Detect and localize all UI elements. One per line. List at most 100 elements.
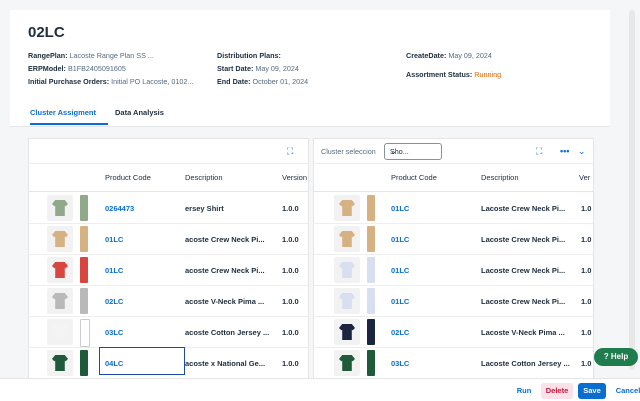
version-cell: 1.0.0 (282, 235, 299, 244)
footer-toolbar: Run Delete Save Cancel (0, 378, 640, 401)
version-cell: 1.0 (581, 235, 592, 244)
product-code-link[interactable]: 01LC (391, 266, 410, 275)
table-row[interactable]: 02LC acoste V-Neck Pima ... 1.0.0 (29, 285, 308, 317)
color-swatch (367, 195, 375, 221)
product-code-link[interactable]: 02LC (105, 297, 124, 306)
product-code-link[interactable]: 01LC (105, 266, 124, 275)
version-cell: 1.0 (581, 297, 592, 306)
tab-bar: Cluster Assigment Data Analysis (10, 100, 610, 127)
col-description[interactable]: Description (481, 173, 519, 182)
table-row[interactable]: 03LC acoste Cotton Jersey ... 1.0.0 (29, 316, 308, 348)
table-row[interactable]: 04LC acoste x National Ge... 1.0.0 (29, 347, 308, 379)
color-swatch (80, 226, 88, 252)
color-swatch (367, 226, 375, 252)
col-product-code[interactable]: Product Code (391, 173, 437, 182)
tab-cluster-assigment[interactable]: Cluster Assigment (30, 108, 96, 117)
version-cell: 1.0 (581, 328, 592, 337)
run-button[interactable]: Run (516, 386, 532, 395)
col-description[interactable]: Description (185, 173, 223, 182)
product-image (334, 195, 360, 221)
help-button[interactable]: ? Help (594, 348, 638, 366)
table-row[interactable]: 01LC acoste Crew Neck Pi... 1.0.0 (29, 254, 308, 286)
selected-cell-outline (99, 347, 185, 375)
range-plan-label: RangePlan: (28, 51, 68, 60)
product-code-link[interactable]: 04LC (105, 359, 124, 368)
shirt-icon (52, 200, 68, 216)
cancel-button[interactable]: Cancel (615, 386, 640, 395)
erp-model-value: B1FB2405091605 (67, 64, 126, 73)
table-row[interactable]: 03LC Lacoste Cotton Jersey ... 1.0 (314, 347, 593, 379)
product-code-link[interactable]: 01LC (391, 235, 410, 244)
distribution-plans-field: Distribution Plans: (217, 51, 281, 60)
product-code-link[interactable]: 0264473 (105, 204, 135, 213)
cluster-select-value: Sho... (390, 147, 409, 156)
product-image (47, 350, 73, 376)
product-image (334, 288, 360, 314)
table-row[interactable]: 01LC Lacoste Crew Neck Pi... 1.0 (314, 192, 593, 224)
end-date-value: October 01, 2024 (252, 77, 309, 86)
ipo-value: Initial PO Lacoste, 0102... (111, 77, 194, 86)
color-swatch (367, 319, 375, 345)
fullscreen-icon[interactable]: ⛶ (287, 146, 294, 156)
description-cell: Lacoste Crew Neck Pi... (481, 235, 566, 244)
version-cell: 1.0 (581, 359, 592, 368)
header-divider (29, 191, 308, 192)
table-row[interactable]: 01LC Lacoste Crew Neck Pi... 1.0 (314, 285, 593, 317)
delete-button[interactable]: Delete (541, 383, 573, 399)
cluster-select[interactable]: Sho... ⌄ (384, 143, 442, 160)
version-cell: 1.0.0 (282, 328, 299, 337)
ipo-field: Initial Purchase Orders: Initial PO Laco… (28, 77, 193, 86)
table-row[interactable]: 01LC Lacoste Crew Neck Pi... 1.0 (314, 254, 593, 286)
help-icon: ? (603, 352, 609, 361)
description-cell: Lacoste V-Neck Pima ... (481, 328, 565, 337)
description-cell: acoste Crew Neck Pi... (185, 235, 265, 244)
page-title: 02LC (28, 24, 65, 41)
tab-data-analysis[interactable]: Data Analysis (115, 108, 164, 117)
table-row[interactable]: 01LC Lacoste Crew Neck Pi... 1.0 (314, 223, 593, 255)
description-cell: Lacoste Crew Neck Pi... (481, 266, 566, 275)
object-header: 02LC RangePlan: Lacoste Range Plan SS ..… (10, 10, 610, 101)
shirt-icon (52, 293, 68, 309)
shirt-icon (52, 324, 68, 340)
chevron-down-icon[interactable]: ⌄ (578, 146, 586, 156)
table-row[interactable]: 02LC Lacoste V-Neck Pima ... 1.0 (314, 316, 593, 348)
fullscreen-icon[interactable]: ⛶ (536, 146, 543, 156)
table-row[interactable]: 01LC acoste Crew Neck Pi... 1.0.0 (29, 223, 308, 255)
more-icon[interactable]: ••• (560, 146, 570, 156)
cluster-table-panel: ⛶ Product Code Description Version 02644… (28, 138, 309, 380)
product-code-link[interactable]: 03LC (391, 359, 410, 368)
create-date-field: CreateDate: May 09, 2024 (406, 51, 492, 60)
col-version[interactable]: Ver (579, 173, 591, 182)
shirt-icon (339, 355, 355, 371)
save-button[interactable]: Save (578, 383, 606, 399)
description-cell: acoste Crew Neck Pi... (185, 266, 265, 275)
product-code-link[interactable]: 02LC (391, 328, 410, 337)
product-code-link[interactable]: 01LC (391, 204, 410, 213)
product-image (334, 257, 360, 283)
col-version[interactable]: Version (282, 173, 308, 182)
create-date-label: CreateDate: (406, 51, 447, 60)
start-date-value: May 09, 2024 (255, 64, 299, 73)
product-code-link[interactable]: 01LC (105, 235, 124, 244)
product-code-link[interactable]: 03LC (105, 328, 124, 337)
product-image (47, 226, 73, 252)
color-swatch (367, 350, 375, 376)
color-swatch (367, 257, 375, 283)
page-scrollbar[interactable] (629, 10, 635, 370)
product-image (47, 319, 73, 345)
table-row[interactable]: 0264473 ersey Shirt 1.0.0 (29, 192, 308, 224)
description-cell: Lacoste Crew Neck Pi... (481, 204, 566, 213)
product-image (334, 350, 360, 376)
version-cell: 1.0.0 (282, 359, 299, 368)
color-swatch (80, 319, 90, 347)
range-plan-field: RangePlan: Lacoste Range Plan SS ... (28, 51, 154, 60)
col-product-code[interactable]: Product Code (105, 173, 151, 182)
product-code-link[interactable]: 01LC (391, 297, 410, 306)
assortment-status-field: Assortment Status: Running (406, 70, 501, 79)
color-swatch (80, 195, 88, 221)
version-cell: 1.0.0 (282, 204, 299, 213)
end-date-label: End Date: (217, 77, 251, 86)
product-image (47, 257, 73, 283)
description-cell: ersey Shirt (185, 204, 224, 213)
color-swatch (80, 257, 88, 283)
